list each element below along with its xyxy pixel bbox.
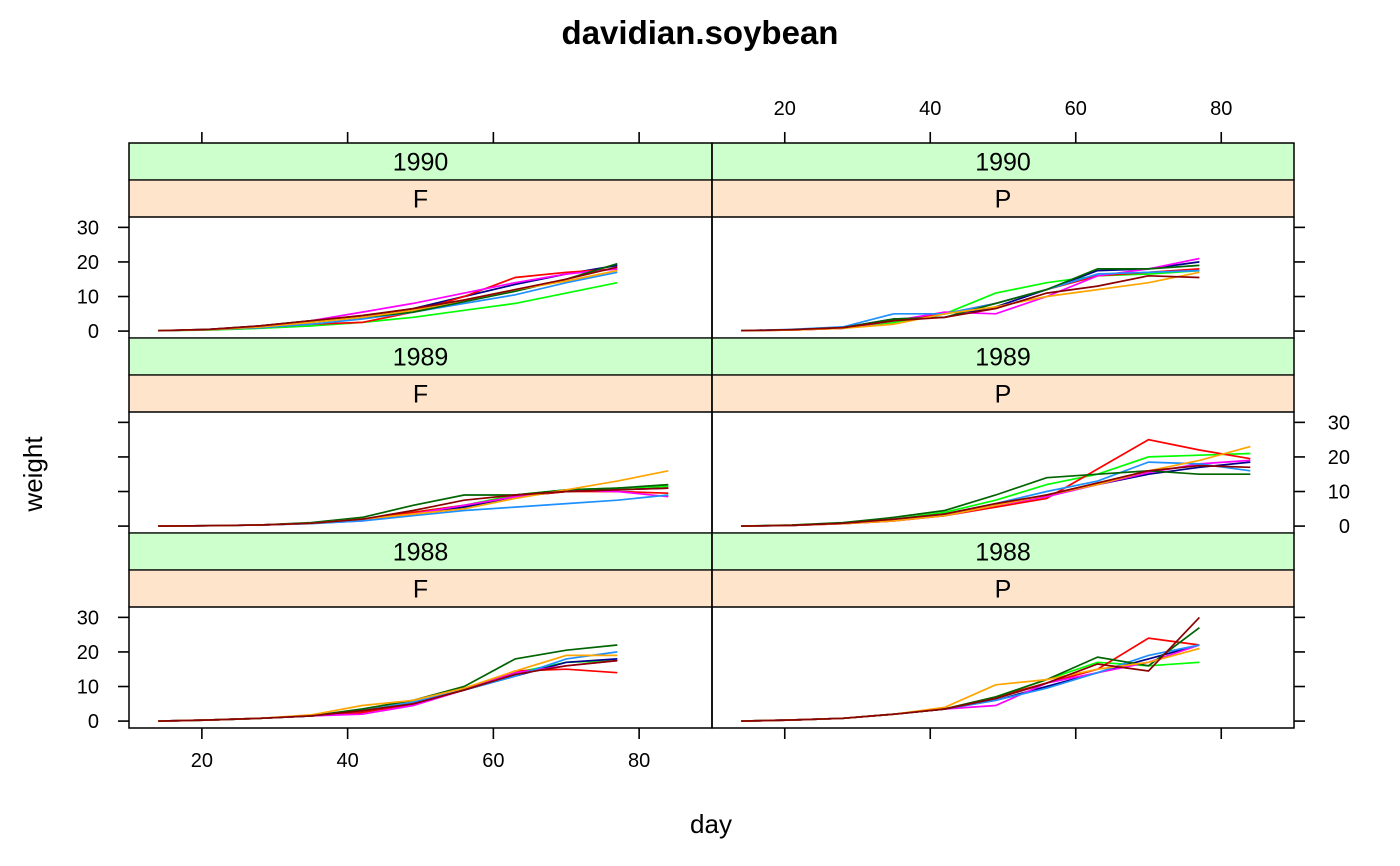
series-line [158, 487, 669, 527]
y-tick-label: 30 [1328, 412, 1350, 434]
series-line [158, 487, 669, 527]
series-line [741, 268, 1200, 332]
series-line [741, 644, 1200, 722]
y-tick-label: 30 [77, 217, 99, 239]
series-line [158, 469, 669, 527]
panel-border [711, 411, 1295, 534]
panel-1989-P: 1989 P [711, 337, 1295, 534]
series-line [158, 266, 618, 332]
y-tick-label: 0 [88, 321, 99, 343]
y-tick-label: 0 [88, 711, 99, 733]
x-tick-label: 20 [191, 750, 213, 772]
axes: 20 40 60 80 20 40 60 80 0 10 20 30 0 10 20 30 0 10 20 30 [77, 98, 1350, 772]
series-line [158, 488, 669, 527]
series-line [158, 269, 618, 332]
y-tick-label: 0 [1339, 516, 1350, 538]
strip-variety-label: P [995, 381, 1012, 409]
strip-year [711, 532, 1295, 571]
strip-year [128, 337, 713, 376]
strip-variety [128, 374, 713, 413]
strip-variety-label: P [995, 576, 1012, 604]
series-line [741, 445, 1251, 527]
panel-grid: 1990 F 1990 P 1989 F 1989 P 1988 F 1988 P [128, 142, 1295, 729]
series-line [741, 644, 1200, 722]
strip-year-label: 1988 [975, 539, 1031, 567]
y-tick-label: 20 [77, 642, 99, 664]
x-tick-label: 60 [1065, 98, 1087, 120]
y-tick-label: 30 [77, 607, 99, 629]
panel-border [711, 216, 1295, 339]
panel-1989-F: 1989 F [128, 337, 713, 534]
strip-variety-label: F [413, 576, 428, 604]
series-line [158, 264, 618, 332]
series-line [741, 464, 1251, 527]
x-tick-label: 20 [774, 98, 796, 120]
y-tick-label: 20 [1328, 447, 1350, 469]
y-tick-label: 10 [77, 677, 99, 699]
series-line [741, 661, 1200, 722]
strip-variety [128, 179, 713, 218]
series-line [158, 651, 618, 722]
series-line [158, 659, 618, 722]
strip-year-label: 1990 [975, 149, 1031, 177]
strip-variety-label: P [995, 186, 1012, 214]
y-tick-label: 10 [1328, 482, 1350, 504]
series-line [158, 281, 618, 332]
x-tick-label: 40 [337, 750, 359, 772]
series-line [741, 644, 1200, 722]
strip-variety-label: F [413, 186, 428, 214]
y-tick-label: 20 [77, 252, 99, 274]
panel-border [128, 606, 713, 729]
series-line [741, 469, 1251, 527]
panel-1988-P: 1988 P [711, 532, 1295, 729]
series-line [741, 647, 1200, 722]
series-line [158, 490, 669, 527]
y-axis-title: weight [18, 436, 48, 513]
strip-year-label: 1989 [393, 344, 449, 372]
panel-1990-F: 1990 F [128, 142, 713, 339]
panel-border [711, 606, 1295, 729]
series-line [158, 271, 618, 332]
panel-border [128, 216, 713, 339]
strip-year [128, 142, 713, 181]
strip-year-label: 1990 [393, 149, 449, 177]
series-line [741, 616, 1201, 722]
chart-title: davidian.soybean [562, 14, 839, 51]
series-line [741, 274, 1200, 332]
strip-year [711, 337, 1295, 376]
strip-year [711, 142, 1295, 181]
x-tick-label: 40 [919, 98, 941, 120]
series-line [741, 452, 1251, 527]
strip-variety [711, 374, 1295, 413]
series-line [741, 271, 1200, 332]
x-tick-label: 80 [1210, 98, 1232, 120]
panel-1988-F: 1988 F [128, 532, 713, 729]
strip-variety-label: F [413, 381, 428, 409]
panel-1990-P: 1990 P [711, 142, 1295, 339]
strip-year-label: 1988 [393, 539, 449, 567]
x-axis-title: day [690, 809, 732, 839]
strip-year-label: 1989 [975, 344, 1031, 372]
x-tick-label: 80 [628, 750, 650, 772]
x-tick-label: 60 [482, 750, 504, 772]
series-line [158, 668, 618, 722]
strip-variety [711, 569, 1295, 608]
series-line [741, 637, 1200, 722]
series-line [741, 438, 1251, 527]
y-tick-label: 10 [77, 287, 99, 309]
